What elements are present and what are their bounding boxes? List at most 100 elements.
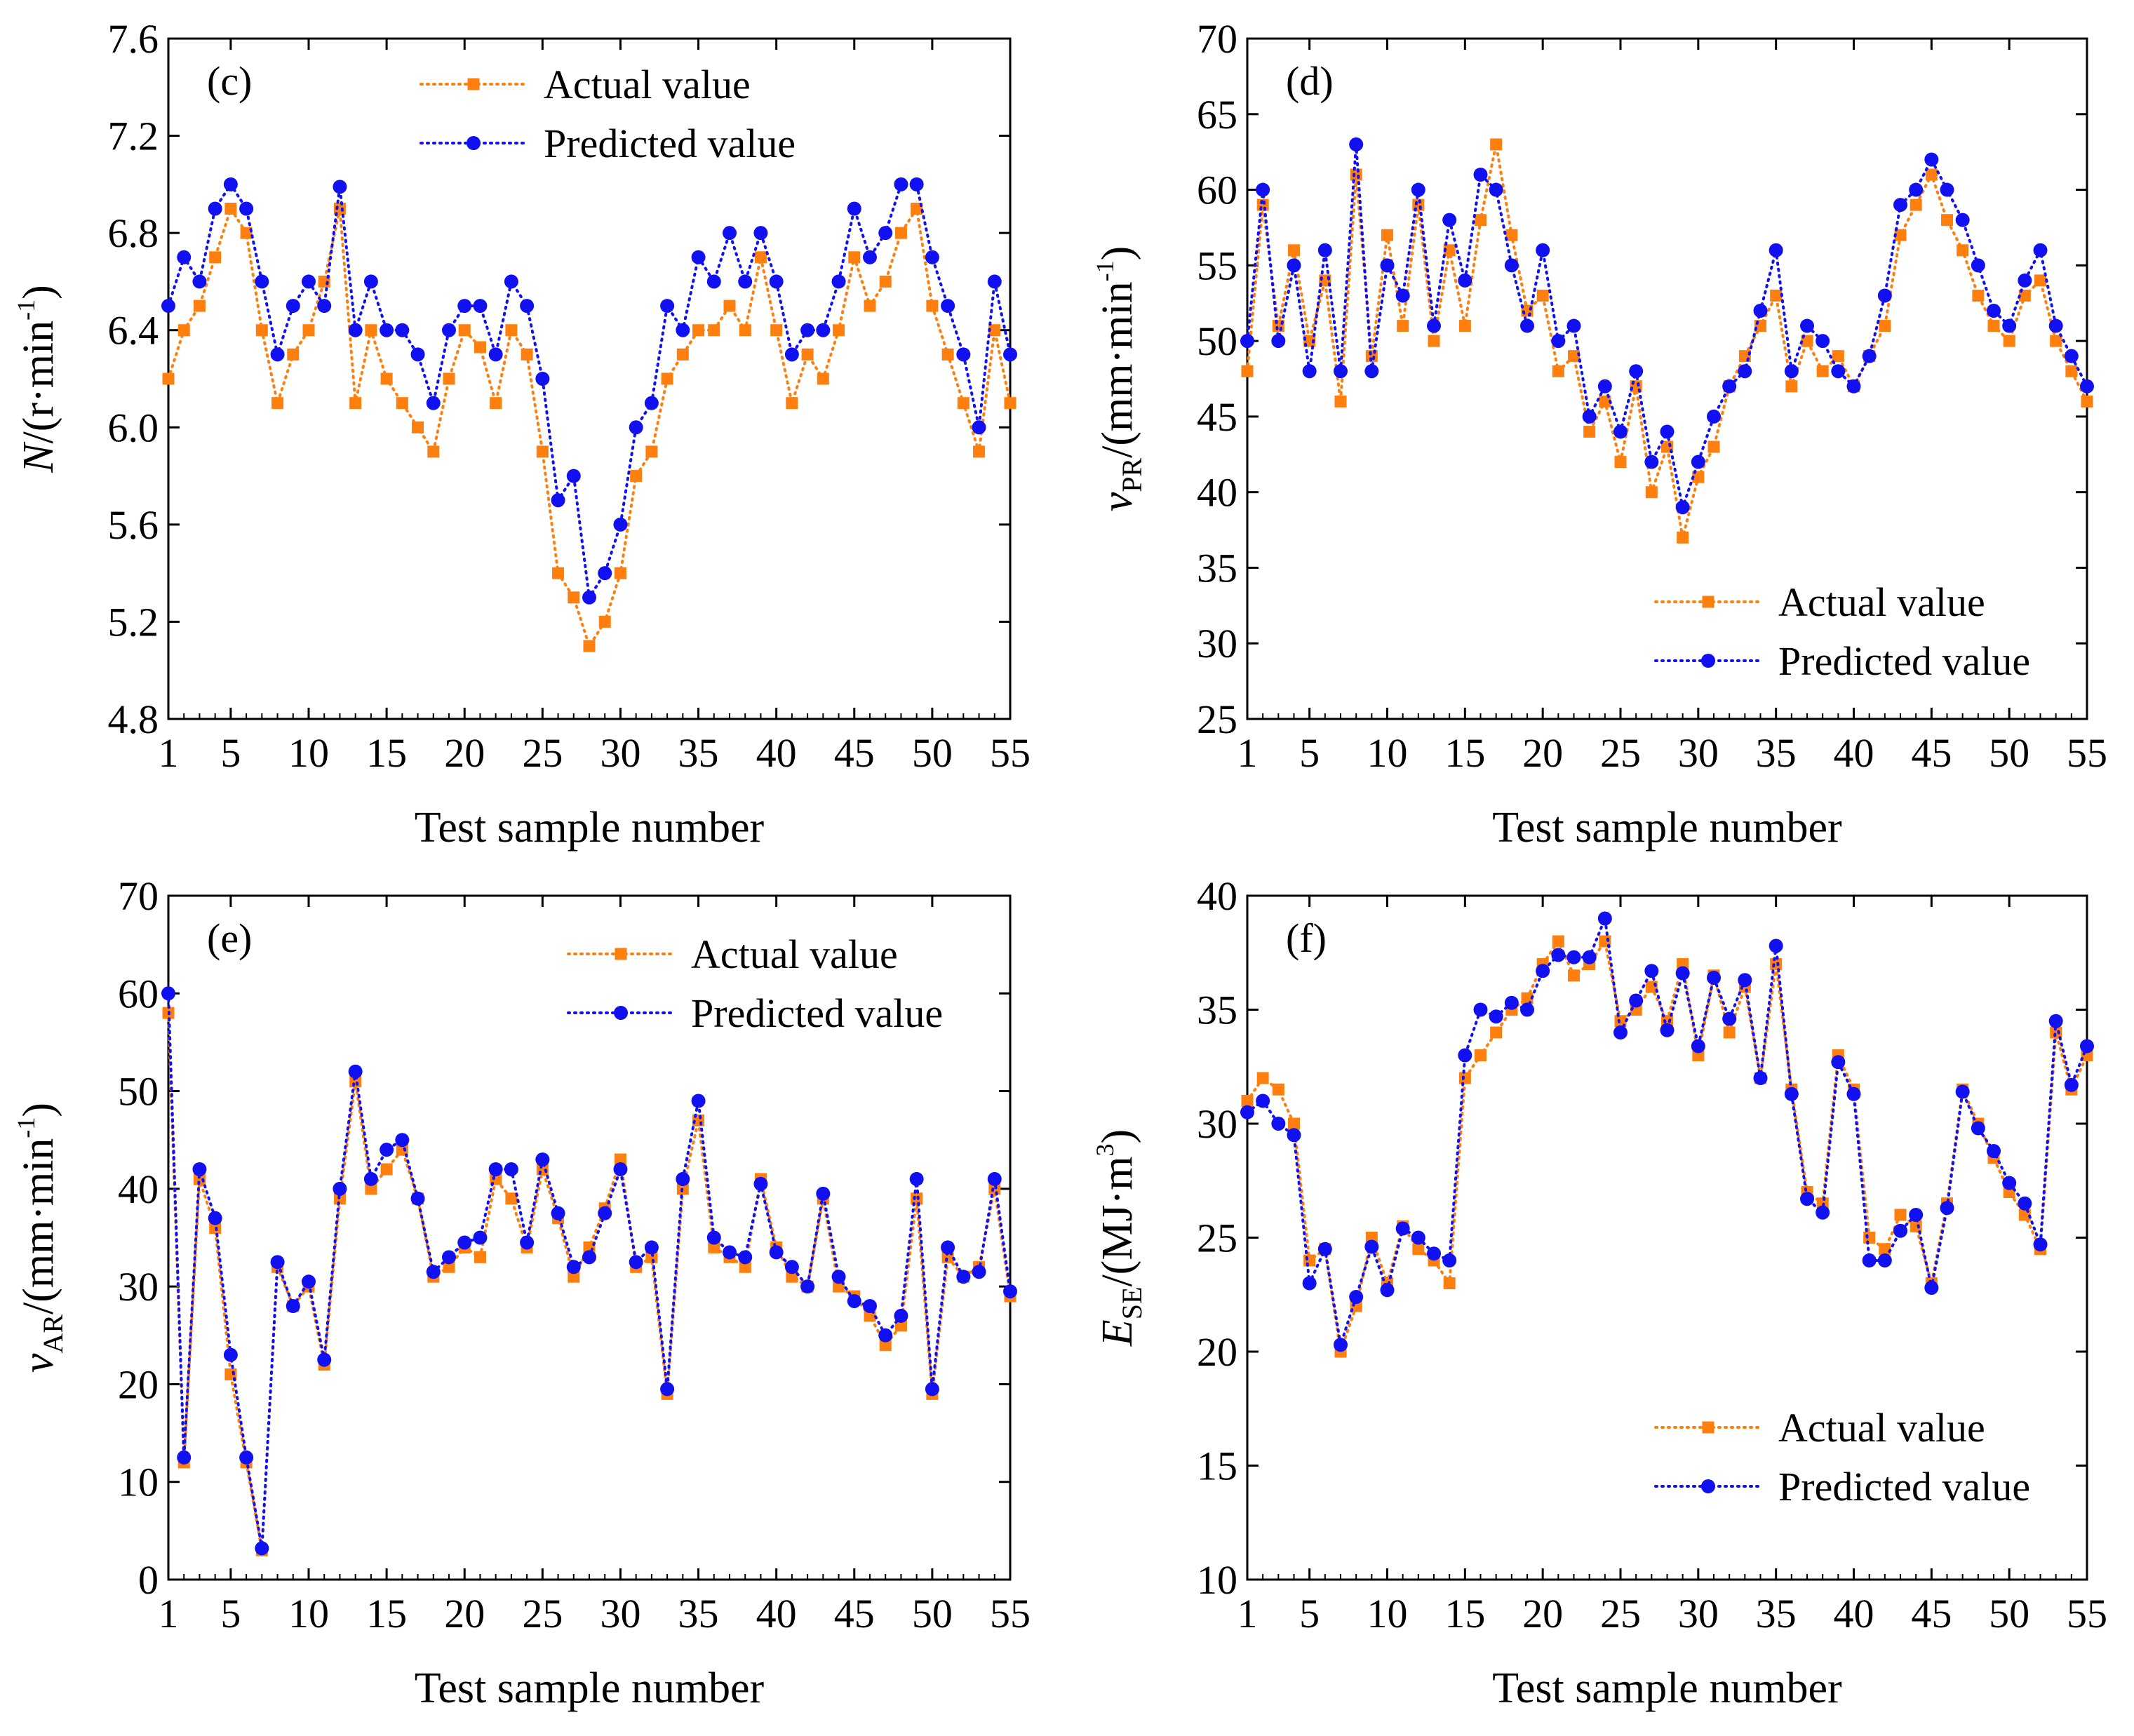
actual-point xyxy=(894,227,907,239)
actual-point xyxy=(1910,1220,1922,1232)
predicted-point xyxy=(1877,288,1892,303)
actual-point xyxy=(1288,244,1300,257)
legend-marker-square xyxy=(1702,596,1714,608)
actual-point xyxy=(1957,244,1969,257)
actual-point xyxy=(1397,320,1409,332)
actual-point xyxy=(193,300,206,312)
actual-point xyxy=(1785,380,1798,393)
actual-point xyxy=(162,372,175,385)
actual-point xyxy=(645,445,658,458)
predicted-point xyxy=(1240,1105,1254,1119)
predicted-point xyxy=(1473,168,1488,182)
y-tick-label: 35 xyxy=(1197,988,1237,1033)
predicted-point xyxy=(816,1186,831,1201)
actual-point xyxy=(1692,471,1705,483)
actual-point xyxy=(521,348,533,361)
actual-point xyxy=(848,251,861,264)
legend-marker-circle xyxy=(467,136,481,150)
predicted-point xyxy=(691,1094,706,1108)
series-line-actual xyxy=(167,1011,1012,1551)
actual-point xyxy=(598,615,611,628)
predicted-point xyxy=(972,420,986,435)
actual-point xyxy=(833,324,845,337)
predicted-point xyxy=(598,566,612,581)
actual-point xyxy=(505,1192,518,1205)
predicted-point xyxy=(457,299,472,314)
actual-point xyxy=(1334,395,1347,408)
x-tick-label: 55 xyxy=(2067,730,2107,776)
predicted-point xyxy=(987,274,1002,289)
predicted-point xyxy=(956,1270,971,1284)
predicted-point xyxy=(1816,1205,1830,1220)
predicted-point xyxy=(1644,964,1659,978)
actual-point xyxy=(1552,365,1564,377)
predicted-point xyxy=(1566,950,1581,964)
x-tick-label: 35 xyxy=(678,730,719,776)
predicted-point xyxy=(192,1162,207,1176)
actual-point xyxy=(676,348,689,361)
actual-point xyxy=(1568,350,1580,363)
actual-point xyxy=(1941,214,1953,227)
predicted-point xyxy=(1597,379,1612,393)
y-tick-label: 6.0 xyxy=(108,405,159,450)
actual-point xyxy=(224,203,237,215)
actual-point xyxy=(614,1153,626,1166)
actual-point xyxy=(739,1260,751,1273)
predicted-point xyxy=(192,274,207,289)
actual-point xyxy=(1894,229,1907,241)
predicted-point xyxy=(302,1274,316,1289)
predicted-point xyxy=(738,274,753,289)
predicted-point xyxy=(582,1250,596,1265)
predicted-point xyxy=(925,250,939,264)
actual-point xyxy=(1879,320,1891,332)
predicted-point xyxy=(800,1279,815,1294)
predicted-point xyxy=(1987,304,2001,318)
predicted-point xyxy=(925,1382,939,1397)
predicted-point xyxy=(1629,993,1644,1008)
x-tick-label: 20 xyxy=(1522,730,1563,776)
predicted-point xyxy=(270,1255,285,1270)
x-tick-label: 25 xyxy=(522,1591,563,1636)
y-tick-label: 15 xyxy=(1197,1444,1237,1489)
predicted-point xyxy=(1784,1086,1799,1101)
predicted-point xyxy=(1287,1128,1301,1143)
x-tick-label: 40 xyxy=(1834,730,1874,776)
predicted-point xyxy=(1504,995,1519,1010)
y-tick-label: 4.8 xyxy=(108,697,159,742)
x-tick-label: 5 xyxy=(1299,730,1320,776)
predicted-point xyxy=(676,1171,690,1186)
predicted-point xyxy=(317,1352,332,1367)
x-axis-title: Test sample number xyxy=(415,1664,765,1712)
predicted-point xyxy=(1800,1192,1814,1206)
panel-f: 1 5 10 15 20 25 30 35 40 45 50 5510152025303540Test… xyxy=(1091,873,2107,1712)
predicted-point xyxy=(1458,1048,1472,1063)
actual-point xyxy=(911,1192,923,1205)
actual-point xyxy=(1381,229,1393,241)
x-tick-label: 1 xyxy=(1237,730,1258,776)
predicted-point xyxy=(473,299,488,314)
legend-marker-circle xyxy=(1701,654,1715,668)
actual-point xyxy=(786,1270,798,1283)
actual-point xyxy=(1475,1049,1487,1061)
predicted-point xyxy=(1442,1253,1457,1267)
x-tick-label: 50 xyxy=(912,1591,953,1636)
predicted-point xyxy=(1003,1284,1017,1299)
predicted-point xyxy=(863,1299,877,1313)
actual-point xyxy=(864,300,876,312)
predicted-point xyxy=(1520,1002,1534,1017)
legend-entry: Actual value xyxy=(691,931,898,977)
actual-point xyxy=(1879,1243,1891,1256)
y-tick-label: 40 xyxy=(118,1166,159,1212)
actual-point xyxy=(396,1143,408,1156)
actual-point xyxy=(1925,168,1938,181)
actual-point xyxy=(770,324,783,337)
predicted-point xyxy=(410,1191,425,1206)
actual-point xyxy=(474,1251,486,1263)
actual-point xyxy=(1552,935,1564,948)
actual-point xyxy=(988,1183,1001,1195)
predicted-point xyxy=(1644,455,1659,469)
actual-point xyxy=(1723,1026,1736,1039)
actual-point xyxy=(1863,1232,1876,1244)
y-tick-label: 60 xyxy=(118,971,159,1016)
